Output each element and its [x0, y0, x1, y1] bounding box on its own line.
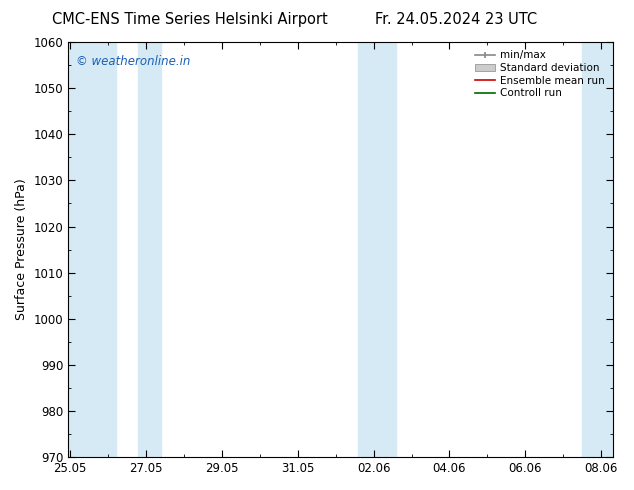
Bar	[138, 42, 161, 457]
Text: CMC-ENS Time Series Helsinki Airport: CMC-ENS Time Series Helsinki Airport	[53, 12, 328, 27]
Text: Fr. 24.05.2024 23 UTC: Fr. 24.05.2024 23 UTC	[375, 12, 538, 27]
Bar	[582, 42, 612, 457]
Legend: min/max, Standard deviation, Ensemble mean run, Controll run: min/max, Standard deviation, Ensemble me…	[471, 47, 607, 101]
Text: © weatheronline.in: © weatheronline.in	[76, 54, 191, 68]
Y-axis label: Surface Pressure (hPa): Surface Pressure (hPa)	[15, 179, 28, 320]
Bar	[68, 42, 115, 457]
Bar	[358, 42, 396, 457]
